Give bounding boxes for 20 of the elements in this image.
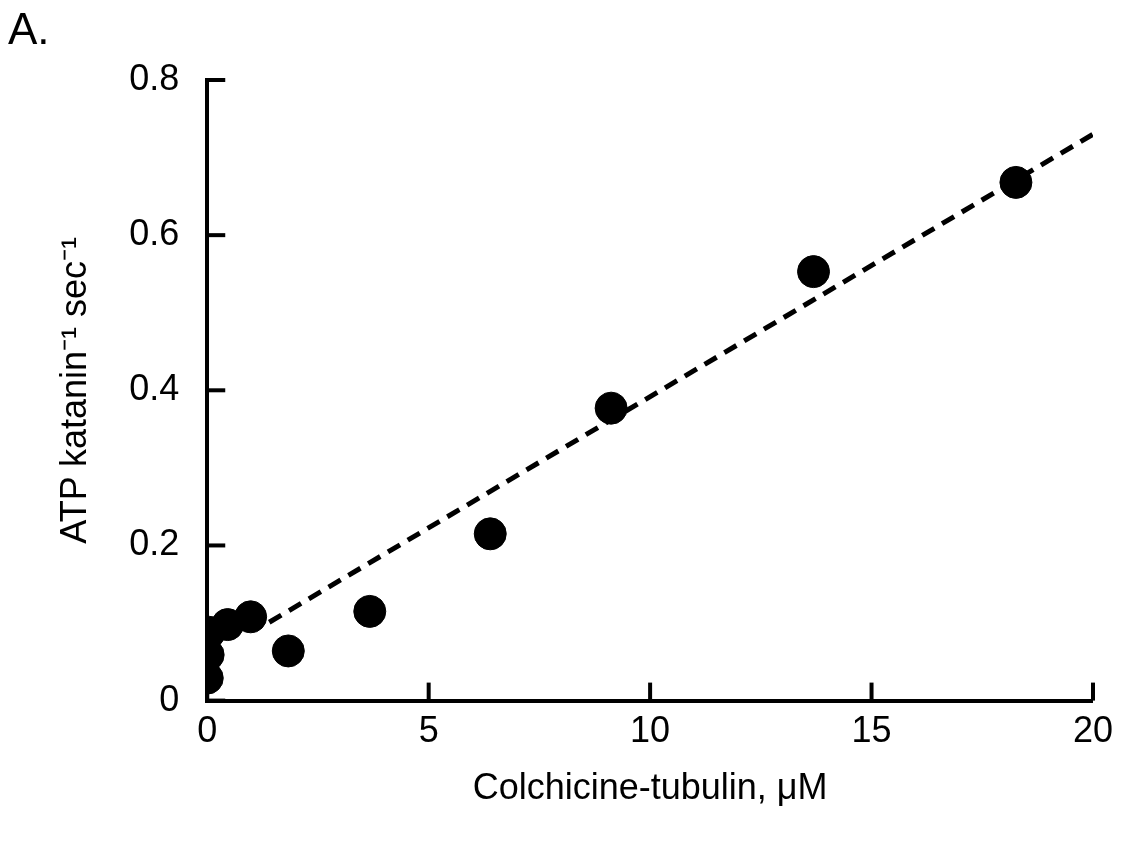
x-tick-label: 0 [197,709,218,751]
y-axis-title: ATP katanin⁻¹ sec⁻¹ [52,236,94,544]
text: A. [8,4,50,54]
x-tick-label: 10 [630,709,671,751]
point [594,391,628,425]
point [234,600,268,634]
x-tick-label: 5 [418,709,439,751]
x-tick-label: 20 [1072,709,1113,751]
point [999,165,1033,199]
point [271,634,305,668]
y-tick-label: 0.2 [129,522,180,564]
y-tick-label: 0.8 [129,56,180,98]
y-tick-label: 0.4 [129,367,180,409]
x-tick-label: 15 [851,709,892,751]
y-tick-label: 0 [159,677,180,719]
point [473,517,507,551]
point [797,255,831,289]
x-axis-title: Colchicine-tubulin, μM [472,766,828,808]
point [353,594,387,628]
y-tick-label: 0.6 [129,212,180,254]
